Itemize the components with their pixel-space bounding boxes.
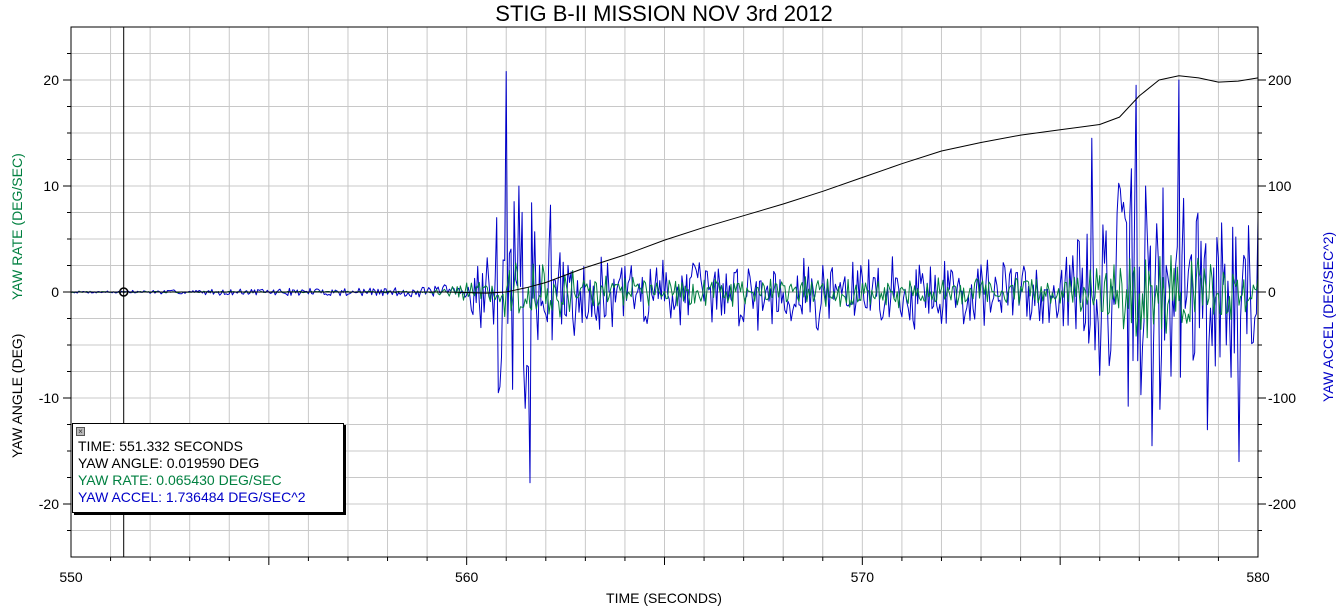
y-right-tick-label: 200 — [1268, 72, 1292, 88]
y-left-tick-label: -10 — [39, 390, 59, 406]
y-right-tick-label: -200 — [1268, 496, 1296, 512]
readout-yaw-angle: YAW ANGLE: 0.019590 DEG — [78, 455, 260, 471]
y-axis-label-yaw-rate: YAW RATE (DEG/SEC) — [9, 153, 25, 300]
yaw-angle-line — [71, 75, 1259, 294]
axis-labels: STIG B-II MISSION NOV 3rd 2012 TIME (SEC… — [9, 1, 1336, 606]
cursor-marker[interactable] — [118, 287, 129, 297]
x-axis-label: TIME (SECONDS) — [606, 590, 722, 606]
x-tick-label: 560 — [455, 569, 479, 585]
y-right-tick-label: 0 — [1268, 284, 1276, 300]
grid — [71, 27, 1258, 557]
y-right-tick-label: 100 — [1268, 178, 1292, 194]
x-tick-label: 550 — [59, 569, 83, 585]
y-left-tick-label: -20 — [39, 496, 59, 512]
cursor-readout: × TIME: 551.332 SECONDS YAW ANGLE: 0.019… — [72, 423, 344, 513]
plot-frame — [70, 26, 1259, 558]
y-axis-label-yaw-angle: YAW ANGLE (DEG) — [9, 334, 25, 458]
series-yaw-angle — [71, 75, 1259, 294]
readout-time: TIME: 551.332 SECONDS — [78, 438, 243, 454]
close-icon[interactable]: × — [76, 427, 85, 436]
chart-title: STIG B-II MISSION NOV 3rd 2012 — [495, 1, 832, 26]
y-left-tick-label: 10 — [43, 178, 59, 194]
x-tick-label: 580 — [1246, 569, 1270, 585]
y-left-tick-label: 0 — [51, 284, 59, 300]
readout-yaw-accel: YAW ACCEL: 1.736484 DEG/SEC^2 — [78, 489, 306, 505]
y-left-tick-label: 20 — [43, 72, 59, 88]
y-axis-label-yaw-accel: YAW ACCEL (DEG/SEC^2) — [1320, 232, 1336, 402]
x-tick-label: 570 — [851, 569, 875, 585]
readout-yaw-rate: YAW RATE: 0.065430 DEG/SEC — [78, 472, 282, 488]
y-right-tick-label: -100 — [1268, 390, 1296, 406]
